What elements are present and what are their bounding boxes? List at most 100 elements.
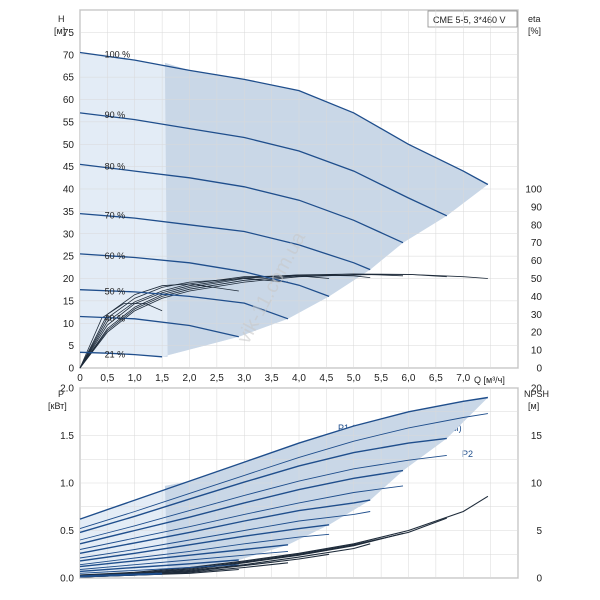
head-curve — [79, 351, 163, 358]
h-tick-label: 40 — [63, 185, 75, 196]
eta-tick-label: 90 — [531, 202, 543, 213]
efficiency-curve — [79, 303, 163, 369]
p-tick-label: 0.5 — [60, 526, 74, 537]
eta-tick-label: 50 — [531, 274, 543, 285]
head-curve — [79, 112, 448, 217]
bottom-left-axis-label-p: P — [58, 389, 64, 399]
h-tick-label: 75 — [63, 28, 75, 39]
p2-curve — [79, 485, 404, 550]
eta-tick-label: 30 — [531, 310, 543, 321]
speed-label: 70 % — [105, 211, 126, 221]
h-tick-label: 0 — [68, 364, 74, 375]
p2-curve — [79, 550, 289, 570]
speed-label: 100 % — [105, 50, 131, 60]
eta-tick-label: 100 — [525, 185, 542, 196]
p-tick-label: 0.0 — [60, 574, 74, 585]
h-tick-label: 15 — [63, 296, 75, 307]
npsh-tick-label: 20 — [531, 384, 543, 395]
top-right-axis-unit: [%] — [528, 26, 541, 36]
head-curve — [79, 289, 289, 320]
p2-curve — [79, 564, 239, 574]
h-tick-label: 5 — [68, 341, 74, 352]
npsh-curve — [79, 532, 404, 577]
p1-curve — [79, 544, 289, 568]
h-tick-label: 50 — [63, 140, 75, 151]
h-tick-label: 70 — [63, 50, 75, 61]
p1-curve — [79, 572, 163, 577]
efficiency-curve — [79, 273, 447, 369]
x-tick-label: 4,0 — [292, 373, 306, 384]
x-tick-label: 2,0 — [183, 373, 197, 384]
x-tick-label: 4,5 — [319, 373, 333, 384]
x-tick-label: 3,0 — [237, 373, 251, 384]
top-left-axis-unit: [м] — [54, 26, 65, 36]
head-curve — [79, 163, 404, 244]
x-tick-label: 1,0 — [128, 373, 142, 384]
x-tick-label: 6,0 — [402, 373, 416, 384]
eta-tick-label: 80 — [531, 220, 543, 231]
npsh-tick-label: 5 — [536, 526, 542, 537]
speed-label: 80 % — [105, 161, 126, 171]
bottom-right-axis-label-npsh: NPSH — [524, 389, 549, 399]
h-tick-label: 10 — [63, 319, 75, 330]
bottom-left-axis-unit: [кВт] — [48, 401, 67, 411]
h-tick-label: 30 — [63, 229, 75, 240]
speed-label: 60 % — [105, 251, 126, 261]
x-tick-label: 0 — [77, 373, 83, 384]
speed-label: 40 % — [105, 314, 126, 324]
q-axis-label: Q [м³/ч] — [474, 375, 505, 385]
speed-label: 50 % — [105, 287, 126, 297]
h-tick-label: 35 — [63, 207, 75, 218]
h-tick-label: 55 — [63, 117, 75, 128]
x-tick-label: 5,0 — [347, 373, 361, 384]
p1-curve — [79, 559, 239, 573]
x-tick-label: 0,5 — [100, 373, 114, 384]
h-tick-label: 25 — [63, 252, 75, 263]
x-tick-label: 6,5 — [429, 373, 443, 384]
npsh-tick-label: 0 — [536, 574, 542, 585]
h-tick-label: 65 — [63, 73, 75, 84]
eta-tick-label: 0 — [536, 364, 542, 375]
h-tick-label: 60 — [63, 95, 75, 106]
p2-curve — [79, 511, 371, 559]
h-tick-label: 20 — [63, 274, 75, 285]
x-tick-label: 3,5 — [265, 373, 279, 384]
npsh-tick-label: 15 — [531, 431, 543, 442]
x-tick-label: 7,0 — [456, 373, 470, 384]
model-box-label: CME 5-5, 3*460 V — [433, 15, 506, 25]
p1-curve — [79, 469, 404, 545]
npsh-tick-label: 10 — [531, 479, 543, 490]
h-tick-label: 45 — [63, 162, 75, 173]
p-tick-label: 1.0 — [60, 479, 74, 490]
eta-tick-label: 10 — [531, 346, 543, 357]
p1-curve — [79, 396, 489, 520]
speed-label: 21 % — [105, 349, 126, 359]
efficiency-curve — [79, 273, 404, 369]
x-tick-label: 2,5 — [210, 373, 224, 384]
eta-tick-label: 60 — [531, 256, 543, 267]
p2-curve — [79, 533, 330, 566]
speed-label: 90 % — [105, 110, 126, 120]
eta-tick-label: 70 — [531, 238, 543, 249]
p2-curve — [79, 454, 447, 541]
x-tick-label: 1,5 — [155, 373, 169, 384]
top-right-axis-label-eta: eta — [528, 14, 541, 24]
npsh-curve — [79, 495, 489, 576]
power-region-main — [162, 397, 488, 574]
head-curve — [79, 212, 371, 271]
x-tick-label: 5,5 — [374, 373, 388, 384]
p-tick-label: 1.5 — [60, 431, 74, 442]
efficiency-curve — [79, 283, 239, 369]
p2-curve — [79, 573, 163, 578]
p1-curve — [79, 499, 371, 554]
eta-tick-label: 20 — [531, 328, 543, 339]
p1-curve — [79, 437, 447, 534]
eta-tick-label: 40 — [531, 292, 543, 303]
top-left-axis-label-h: H — [58, 14, 65, 24]
head-curve — [79, 253, 330, 298]
bottom-right-axis-unit: [м] — [528, 401, 539, 411]
head-curve — [79, 315, 239, 338]
head-curve — [79, 51, 489, 186]
p2-curve — [79, 413, 488, 530]
